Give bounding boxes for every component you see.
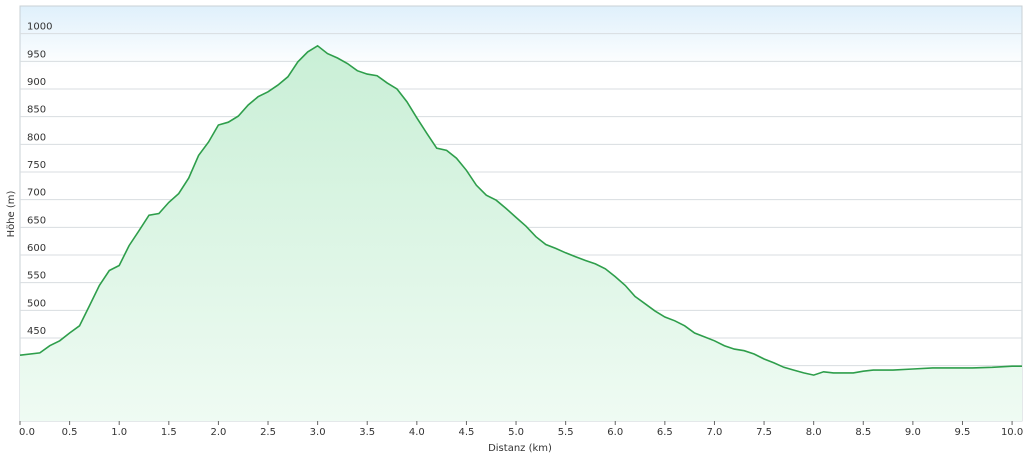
x-tick-label: 5.0 bbox=[508, 427, 524, 438]
elevation-line bbox=[19, 44, 1022, 376]
x-tick-label: 8.5 bbox=[855, 427, 871, 438]
x-tick-label: 10.0 bbox=[1001, 427, 1023, 438]
x-tick-label: 9.0 bbox=[905, 427, 921, 438]
y-tick-label: 750 bbox=[27, 160, 46, 171]
x-tick-label: 7.0 bbox=[707, 427, 723, 438]
x-tick-label: 8.0 bbox=[806, 427, 822, 438]
y-tick-label: 700 bbox=[27, 188, 46, 199]
x-tick-label: 2.0 bbox=[210, 427, 226, 438]
y-tick-label: 800 bbox=[27, 132, 46, 143]
y-tick-label: 850 bbox=[27, 105, 46, 116]
x-tick-label: 3.5 bbox=[359, 427, 375, 438]
x-tick-label: 0.0 bbox=[19, 427, 35, 438]
x-tick-label: 1.5 bbox=[161, 427, 177, 438]
y-tick-label: 900 bbox=[27, 77, 46, 88]
y-tick-label: 500 bbox=[27, 298, 46, 309]
x-tick-label: 9.5 bbox=[955, 427, 971, 438]
x-axis-label: Distanz (km) bbox=[488, 443, 552, 454]
y-tick-label: 1000 bbox=[27, 22, 52, 33]
x-tick-label: 7.5 bbox=[756, 427, 772, 438]
x-tick-label: 3.0 bbox=[310, 427, 326, 438]
x-tick-label: 4.5 bbox=[458, 427, 474, 438]
x-tick-label: 2.5 bbox=[260, 427, 276, 438]
y-tick-label: 950 bbox=[27, 49, 46, 60]
y-tick-label: 550 bbox=[27, 271, 46, 282]
x-tick-label: 0.5 bbox=[62, 427, 78, 438]
x-tick-label: 6.0 bbox=[607, 427, 623, 438]
area-fill bbox=[20, 45, 1022, 422]
y-axis-label: Höhe (m) bbox=[6, 190, 17, 237]
y-tick-label: 600 bbox=[27, 243, 46, 254]
x-tick-label: 1.0 bbox=[111, 427, 127, 438]
x-tick-label: 5.5 bbox=[558, 427, 574, 438]
y-tick-label: 650 bbox=[27, 215, 46, 226]
x-tick-label: 4.0 bbox=[409, 427, 425, 438]
y-tick-label: 450 bbox=[27, 326, 46, 337]
x-tick-label: 6.5 bbox=[657, 427, 673, 438]
